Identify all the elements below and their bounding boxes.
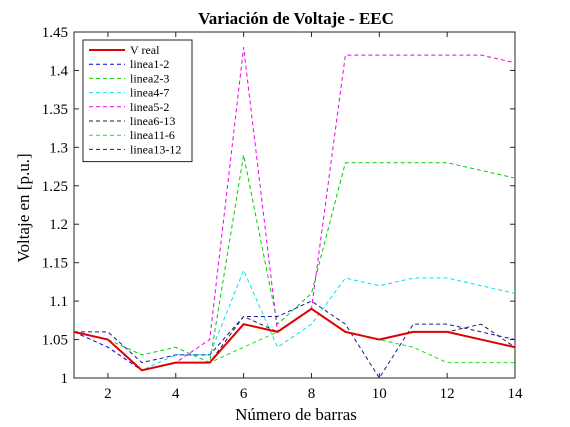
y-tick-label: 1.1 [49, 294, 68, 310]
series-line-linea4-7 [73, 269, 516, 371]
legend-item: linea5-2 [89, 100, 169, 114]
y-tick-label: 1.4 [49, 63, 68, 79]
x-tick-label: 2 [104, 386, 112, 402]
axes-box [73, 31, 516, 379]
legend-label: V real [130, 43, 160, 57]
legend-box [82, 39, 193, 163]
legend-label: linea2-3 [130, 71, 169, 85]
legend-label: linea11-6 [130, 128, 175, 142]
x-tick-label: 8 [308, 386, 316, 402]
legend-item: linea1-2 [89, 57, 169, 71]
x-tick-label: 14 [508, 386, 524, 402]
legend-label: linea13-12 [130, 142, 181, 156]
legend-label: linea4-7 [130, 86, 169, 100]
x-tick-label: 10 [372, 386, 387, 402]
y-axis-label: Voltaje en [p.u.] [14, 153, 33, 262]
legend-item: linea13-12 [89, 142, 181, 156]
x-tick-label: 4 [172, 386, 180, 402]
legend-item: linea11-6 [89, 128, 175, 142]
y-tick-label: 1.05 [42, 333, 68, 349]
series-line-linea13-12 [74, 300, 516, 379]
legend-item: linea2-3 [89, 71, 169, 85]
y-tick-label: 1.2 [49, 217, 68, 233]
legend: V reallinea1-2linea2-3linea4-7linea5-2li… [82, 39, 193, 163]
x-tick-label: 6 [240, 386, 248, 402]
legend-label: linea6-13 [130, 114, 175, 128]
legend-item: V real [89, 43, 160, 57]
legend-label: linea1-2 [130, 57, 169, 71]
legend-item: linea4-7 [89, 86, 169, 100]
y-tick-label: 1 [61, 371, 69, 387]
y-tick-label: 1.15 [42, 256, 68, 272]
series-line-v-real [73, 307, 516, 372]
y-tick-label: 1.45 [42, 25, 68, 41]
legend-label: linea5-2 [130, 100, 169, 114]
y-tick-label: 1.35 [42, 102, 68, 118]
y-tick-label: 1.25 [42, 179, 68, 195]
legend-item: linea6-13 [89, 114, 175, 128]
x-tick-label: 12 [440, 386, 455, 402]
x-axis-label: Número de barras [235, 405, 357, 424]
plot-area: 2 4 6 8 10 12 14 1 1.05 1.1 1.15 1.2 1.25 1.3 1.35 1.4 1… [42, 25, 523, 402]
y-tick-label: 1.3 [49, 140, 68, 156]
chart-title: Variación de Voltaje - EEC [198, 9, 394, 28]
